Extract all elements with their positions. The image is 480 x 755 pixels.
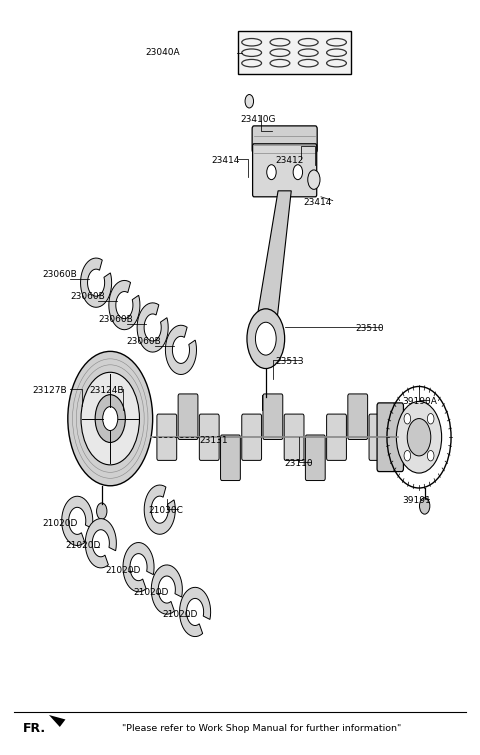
Text: FR.: FR. [23,722,46,735]
Text: 23414: 23414 [212,156,240,165]
Text: 21020D: 21020D [106,565,141,575]
FancyBboxPatch shape [252,126,317,153]
Polygon shape [144,485,175,535]
Circle shape [68,351,153,485]
Text: 21020D: 21020D [134,588,169,597]
Polygon shape [180,587,211,636]
Polygon shape [137,303,168,352]
Polygon shape [49,715,65,727]
Text: 21020D: 21020D [162,611,197,619]
Text: 23412: 23412 [275,156,304,165]
Text: 21020D: 21020D [65,541,101,550]
Circle shape [245,94,253,108]
Polygon shape [255,191,291,328]
Circle shape [407,418,431,456]
FancyBboxPatch shape [242,414,262,461]
Text: 23060B: 23060B [127,337,161,346]
Bar [238,31,351,74]
Circle shape [293,165,302,180]
FancyBboxPatch shape [178,394,198,439]
Circle shape [255,322,276,355]
FancyBboxPatch shape [348,394,368,439]
Text: 23040A: 23040A [145,48,180,57]
Text: 23060B: 23060B [98,315,133,324]
Polygon shape [166,325,196,374]
Text: 39190A: 39190A [403,397,437,406]
Bar [262,396,270,411]
FancyBboxPatch shape [326,414,347,461]
Text: 23131: 23131 [200,436,228,445]
Text: "Please refer to Work Shop Manual for further information": "Please refer to Work Shop Manual for fu… [122,724,401,733]
Text: 23060B: 23060B [70,292,105,301]
Circle shape [81,372,140,465]
Text: 23513: 23513 [275,356,304,365]
Circle shape [103,407,118,430]
FancyBboxPatch shape [157,414,177,461]
Text: 23414: 23414 [303,198,332,207]
Polygon shape [81,258,112,307]
FancyBboxPatch shape [199,414,219,461]
FancyBboxPatch shape [252,143,317,197]
Polygon shape [109,280,140,330]
Circle shape [95,395,125,442]
Polygon shape [123,543,154,592]
Text: 23124B: 23124B [89,387,123,396]
Text: 23127B: 23127B [33,387,67,396]
FancyBboxPatch shape [263,394,283,439]
Circle shape [396,402,442,473]
FancyBboxPatch shape [305,435,325,480]
FancyBboxPatch shape [377,403,404,472]
Text: 23410G: 23410G [240,116,276,125]
Text: 39191: 39191 [403,496,431,505]
Text: 23060B: 23060B [42,270,77,279]
FancyBboxPatch shape [220,435,240,480]
Circle shape [404,451,411,461]
Text: 23110: 23110 [285,459,313,468]
Polygon shape [85,519,116,568]
Circle shape [404,414,411,424]
Circle shape [267,165,276,180]
Circle shape [420,498,430,514]
FancyBboxPatch shape [284,414,304,461]
Polygon shape [151,565,182,614]
Polygon shape [62,496,93,545]
Text: 23510: 23510 [355,325,384,334]
Circle shape [96,503,107,519]
Text: 21020D: 21020D [42,519,77,528]
Circle shape [427,414,434,424]
Circle shape [308,170,320,190]
Circle shape [247,309,285,368]
FancyBboxPatch shape [369,414,389,461]
Circle shape [427,451,434,461]
Text: 21030C: 21030C [148,506,183,515]
